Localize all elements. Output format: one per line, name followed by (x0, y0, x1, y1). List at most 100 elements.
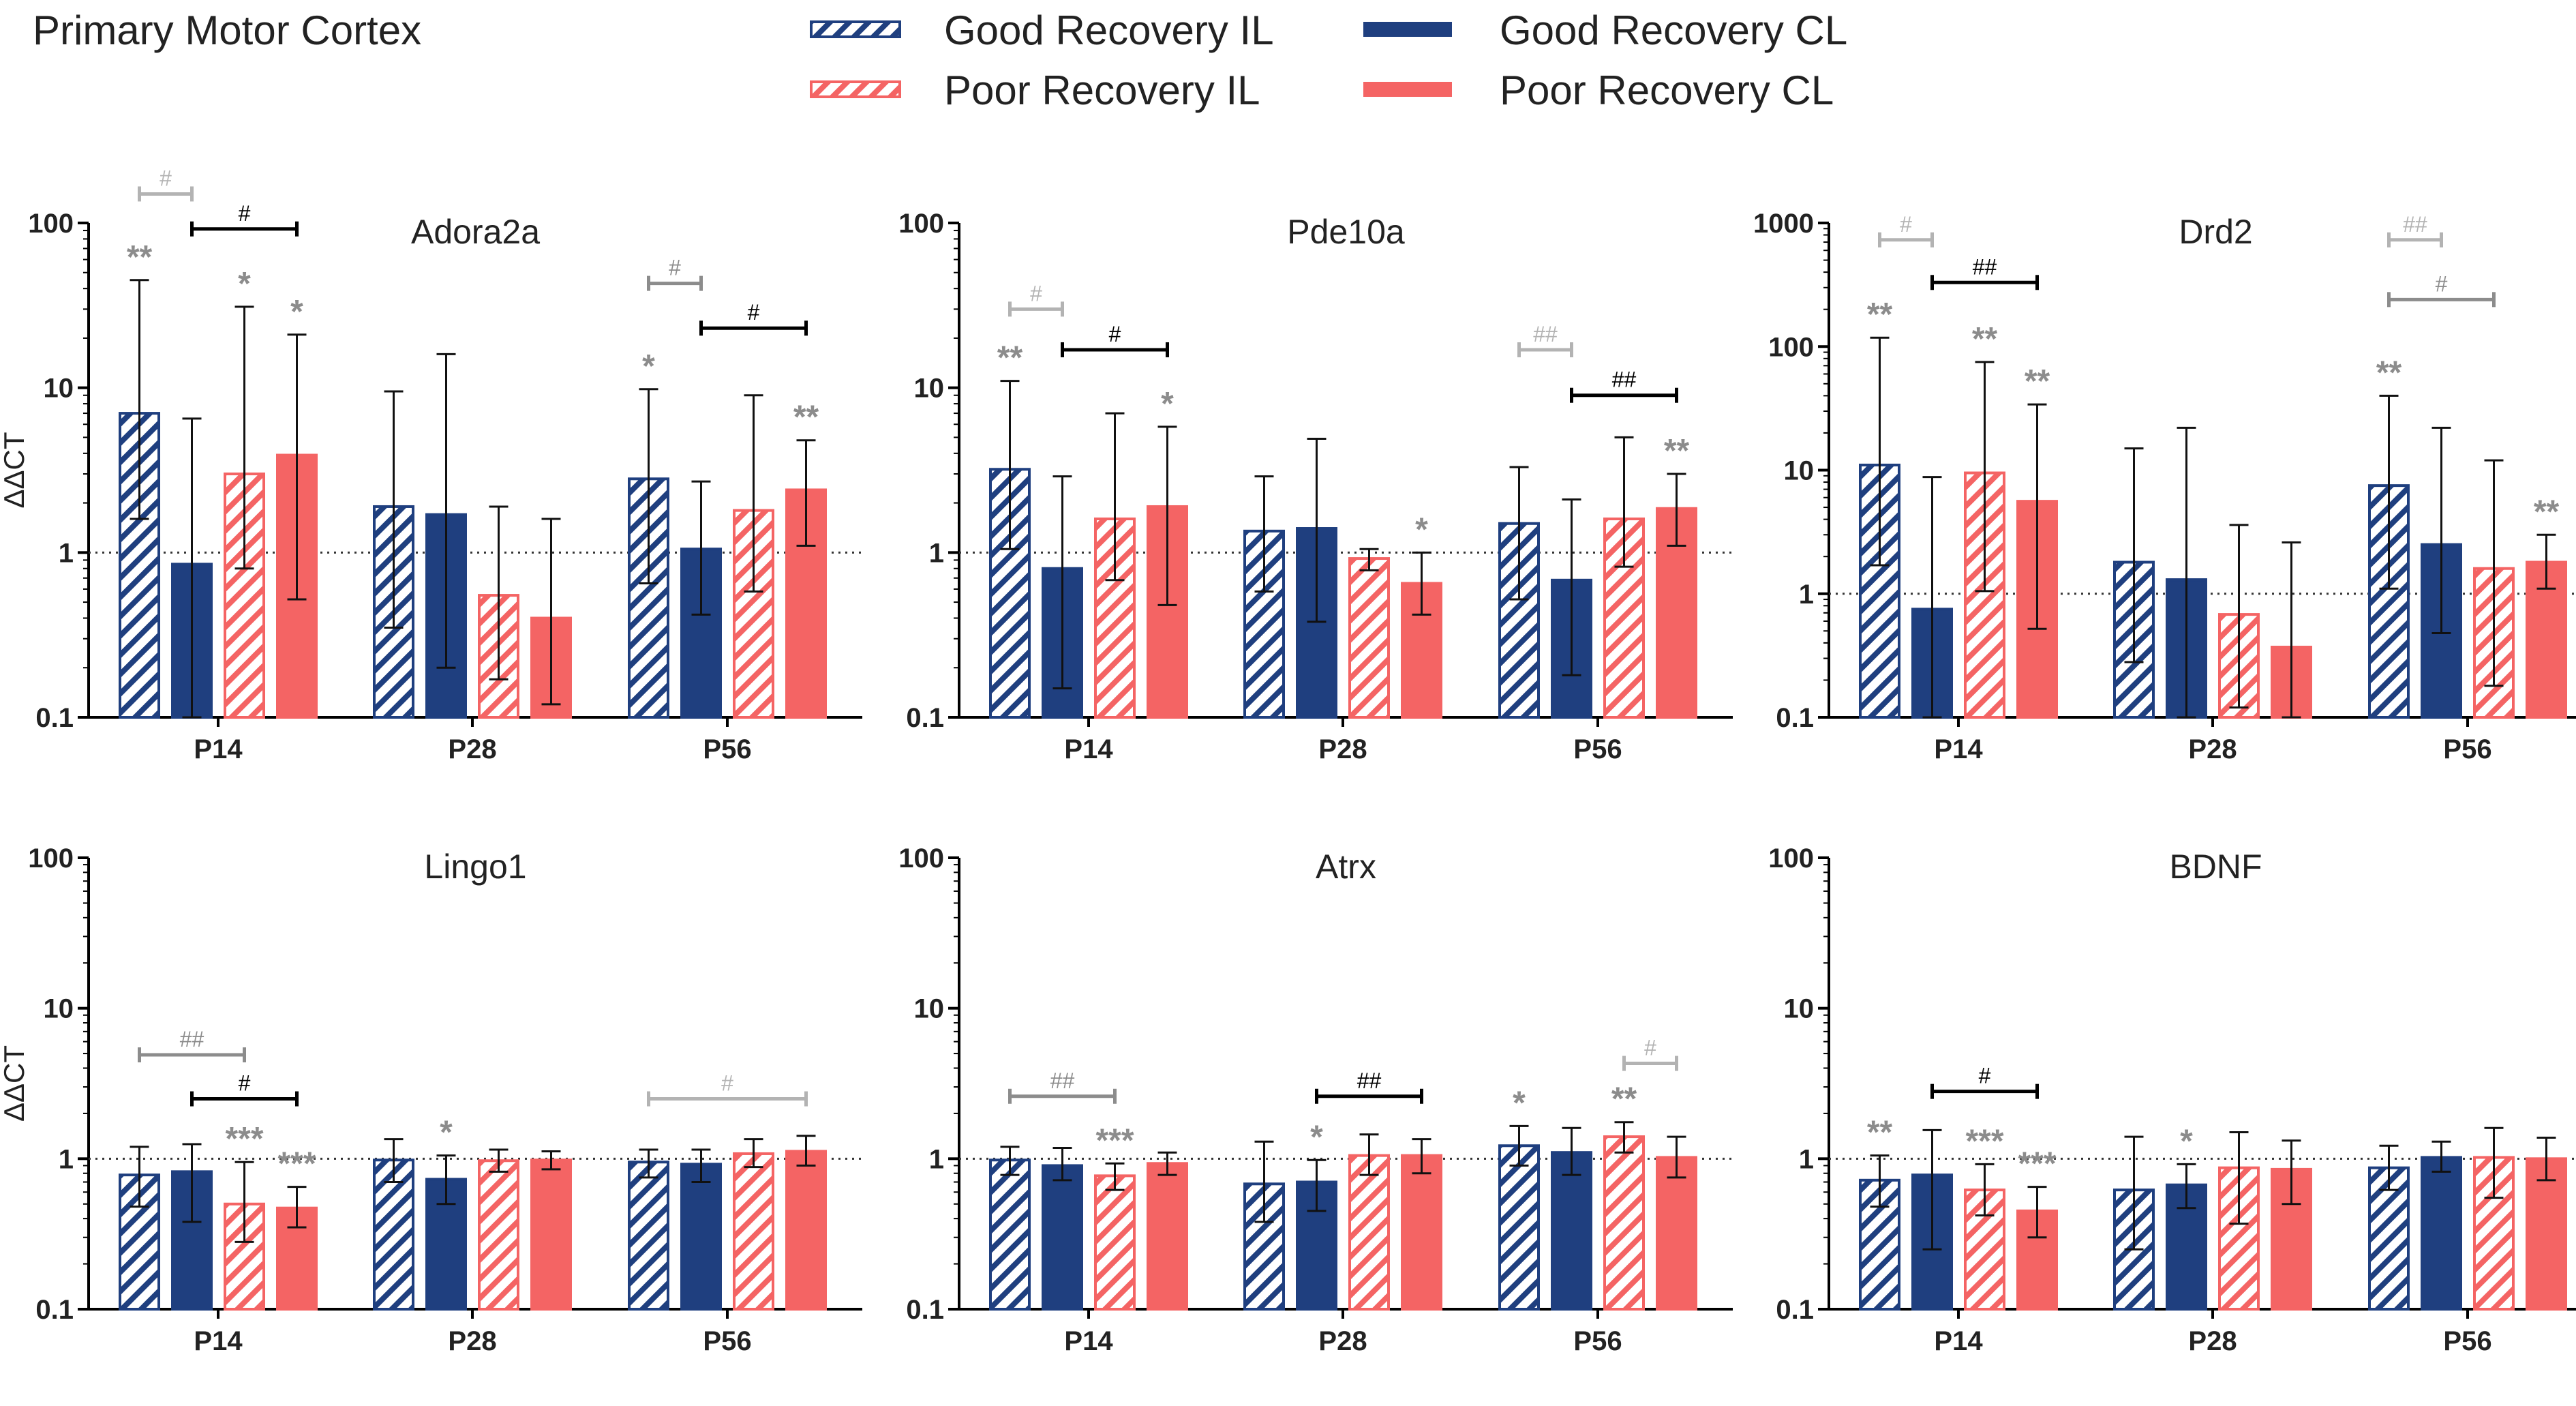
error-bar-poor-recovery-cl-p14 (287, 1186, 307, 1229)
error-bar-good-recovery-il-p56 (1509, 466, 1529, 601)
significance-marker: * (290, 294, 303, 330)
legend-label-good-recovery-cl: Good Recovery CL (1500, 8, 1847, 53)
x-tick-label: P56 (1573, 734, 1622, 764)
bar-poor-recovery-il-p28 (1348, 557, 1390, 719)
y-tick-label: 0.1 (906, 1295, 944, 1325)
significance-marker: * (2180, 1123, 2193, 1159)
error-bar-good-recovery-cl-p56 (1562, 498, 1581, 676)
y-tick-label: 10 (1784, 994, 1815, 1024)
x-tick-label: P56 (2443, 734, 2491, 764)
error-bar-good-recovery-il-p28 (2124, 447, 2144, 663)
bracket-label: ## (1050, 1068, 1075, 1093)
error-bar-poor-recovery-cl-p56 (796, 1135, 816, 1167)
y-tick-label: 1 (929, 1144, 944, 1174)
y-tick-label: 0.1 (906, 703, 944, 733)
bar-poor-recovery-il-p28 (1348, 1154, 1390, 1311)
legend-item-poor-recovery-il: Poor Recovery IL (810, 68, 1260, 113)
x-tick-label: P28 (448, 1326, 496, 1356)
bracket-label: # (721, 1071, 733, 1096)
legend-item-poor-recovery-cl: Poor Recovery CL (1363, 68, 1834, 113)
bracket-label: # (160, 166, 172, 190)
chart-title: Adora2a (411, 213, 540, 251)
bracket-label: # (1030, 281, 1042, 305)
comparison-bracket (190, 221, 299, 237)
y-tick-label: 100 (1768, 332, 1814, 362)
x-tick-label: P14 (194, 734, 243, 764)
bracket-label: # (239, 201, 251, 226)
legend-swatch-poor-recovery-il (810, 80, 901, 98)
x-tick-label: P56 (1573, 1326, 1622, 1356)
x-tick-label: P14 (1064, 734, 1113, 764)
error-bar-poor-recovery-cl-p28 (2282, 541, 2301, 719)
chart-title: Lingo1 (424, 848, 526, 886)
error-bar-poor-recovery-il-p14 (234, 305, 254, 570)
bar-poor-recovery-cl-p14 (1147, 1162, 1188, 1311)
legend-item-good-recovery-cl: Good Recovery CL (1363, 8, 1847, 53)
bar-poor-recovery-cl-p56 (1656, 1156, 1697, 1311)
error-bar-good-recovery-il-p28 (384, 1138, 404, 1184)
error-bar-poor-recovery-il-p14 (1105, 412, 1125, 582)
y-tick-label: 1000 (1753, 209, 1814, 239)
error-bar-poor-recovery-cl-p14 (2027, 403, 2047, 630)
x-tick-label: P14 (1934, 734, 1983, 764)
error-bar-good-recovery-cl-p28 (436, 353, 456, 669)
error-bar-poor-recovery-cl-p28 (541, 1150, 561, 1171)
chart-title: Pde10a (1287, 213, 1405, 251)
error-bar-poor-recovery-il-p14 (1975, 1163, 1995, 1216)
significance-marker: *** (277, 1146, 316, 1182)
error-bar-good-recovery-il-p28 (1254, 1140, 1274, 1223)
bar-good-recovery-cl-p56 (680, 1163, 722, 1311)
bar-poor-recovery-il-p56 (733, 1152, 774, 1311)
error-bar-poor-recovery-il-p14 (1975, 361, 1995, 593)
bar-good-recovery-il-p56 (2368, 1166, 2410, 1311)
significance-marker: * (1415, 511, 1428, 548)
legend-swatch-good-recovery-cl (1363, 22, 1452, 37)
y-tick-label: 0.1 (1776, 703, 1814, 733)
bracket-label: ## (1357, 1068, 1382, 1093)
bracket-label: # (2436, 271, 2448, 296)
y-tick-label: 0.1 (35, 703, 74, 733)
y-tick-label: 1 (1799, 1144, 1814, 1174)
error-bar-poor-recovery-il-p28 (489, 505, 509, 680)
error-bar-good-recovery-cl-p56 (2431, 1140, 2451, 1173)
legend-item-good-recovery-il: Good Recovery IL (810, 8, 1274, 53)
error-bar-good-recovery-cl-p28 (1307, 1158, 1327, 1212)
error-bar-good-recovery-il-p56 (1509, 1124, 1529, 1167)
bar-poor-recovery-il-p14 (1094, 1174, 1136, 1311)
comparison-bracket (138, 186, 194, 202)
x-tick-label: P14 (1934, 1326, 1983, 1356)
y-tick-label: 0.1 (35, 1295, 74, 1325)
legend: Good Recovery IL Poor Recovery IL Good R… (810, 8, 1847, 113)
error-bar-good-recovery-cl-p14 (1922, 1128, 1942, 1251)
error-bar-poor-recovery-il-p56 (2484, 459, 2504, 687)
error-bar-poor-recovery-cl-p14 (1157, 1151, 1177, 1176)
y-tick-label: 1 (1799, 580, 1814, 610)
error-bar-poor-recovery-il-p56 (744, 394, 763, 593)
bar-poor-recovery-cl-p28 (1401, 1154, 1442, 1311)
error-bar-poor-recovery-cl-p14 (1157, 425, 1177, 606)
significance-marker: * (1161, 386, 1174, 422)
error-bar-good-recovery-cl-p56 (691, 1148, 711, 1184)
bar-poor-recovery-cl-p56 (785, 1150, 827, 1311)
y-tick-label: 10 (44, 374, 74, 404)
comparison-bracket (1878, 232, 1934, 248)
y-tick-label: 10 (44, 994, 74, 1024)
comparison-bracket (1008, 301, 1064, 317)
error-bar-good-recovery-il-p28 (2124, 1135, 2144, 1251)
error-bar-good-recovery-il-p56 (639, 1148, 658, 1179)
y-tick-label: 100 (898, 843, 944, 873)
comparison-bracket (647, 1091, 808, 1107)
error-bar-good-recovery-cl-p14 (1052, 475, 1072, 689)
y-tick-label: 10 (914, 374, 945, 404)
bracket-label: # (1900, 212, 1912, 237)
significance-marker: *** (225, 1121, 263, 1157)
y-tick-label: 1 (59, 538, 74, 568)
comparison-bracket (699, 320, 808, 336)
error-bar-poor-recovery-il-p28 (1359, 548, 1379, 571)
bar-good-recovery-cl-p14 (1042, 1164, 1083, 1311)
error-bar-good-recovery-cl-p28 (1307, 438, 1327, 623)
